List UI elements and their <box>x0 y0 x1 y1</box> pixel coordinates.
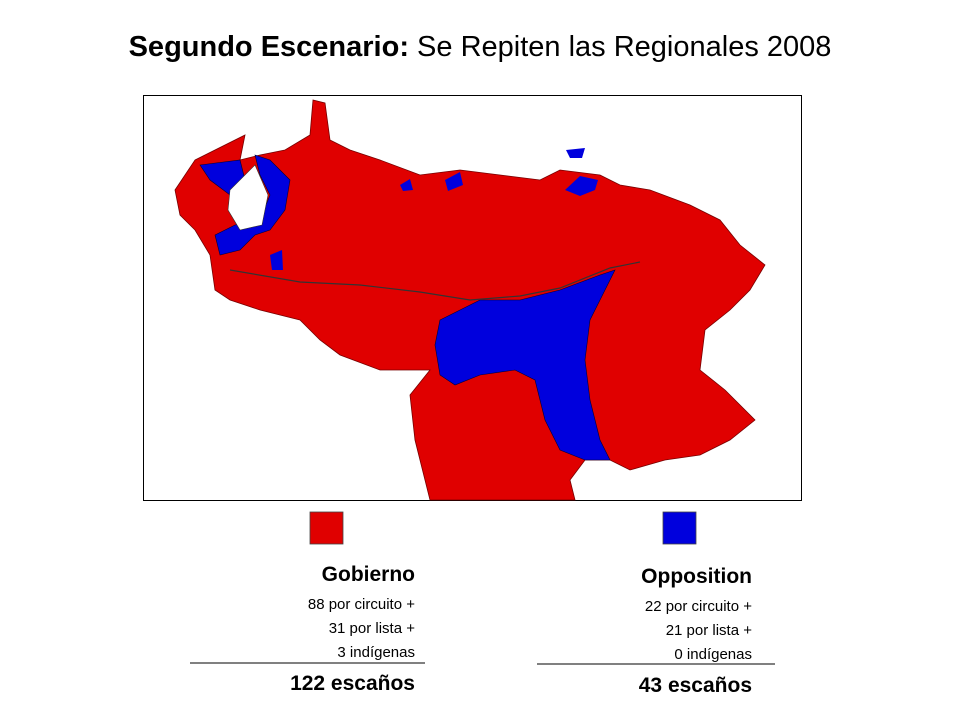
legend-line: 22 por circuito + <box>645 598 752 615</box>
region-blue <box>400 179 413 191</box>
river <box>229 261 641 301</box>
lake <box>227 164 269 231</box>
legend-line: 3 indígenas <box>337 644 415 661</box>
region-blue <box>565 176 598 196</box>
title: Segundo Escenario: Se Repiten las Region… <box>129 31 832 63</box>
region-blue <box>566 148 585 158</box>
region-blue <box>270 250 283 270</box>
region-blue <box>214 154 291 256</box>
legend-line: 31 por lista + <box>329 620 416 637</box>
legend-line: 21 por lista + <box>666 622 753 639</box>
legend-swatch <box>662 511 697 545</box>
region-blue <box>434 269 616 461</box>
legend-total: 122 escaños <box>290 672 415 695</box>
legend-name: Gobierno <box>322 563 415 586</box>
legend-name: Opposition <box>641 565 752 588</box>
legend-swatch <box>309 511 344 545</box>
title-bold: Segundo Escenario: <box>129 31 409 63</box>
region-blue <box>445 172 463 191</box>
title-rest: Se Repiten las Regionales 2008 <box>417 31 831 63</box>
legend-line: 0 indígenas <box>674 646 752 663</box>
title-sep <box>409 31 417 63</box>
legend: Gobierno 88 por circuito + 31 por lista + 3… <box>190 511 775 697</box>
map <box>143 95 802 501</box>
legend-line: 88 por circuito + <box>308 596 415 613</box>
legend-total: 43 escaños <box>639 674 752 697</box>
